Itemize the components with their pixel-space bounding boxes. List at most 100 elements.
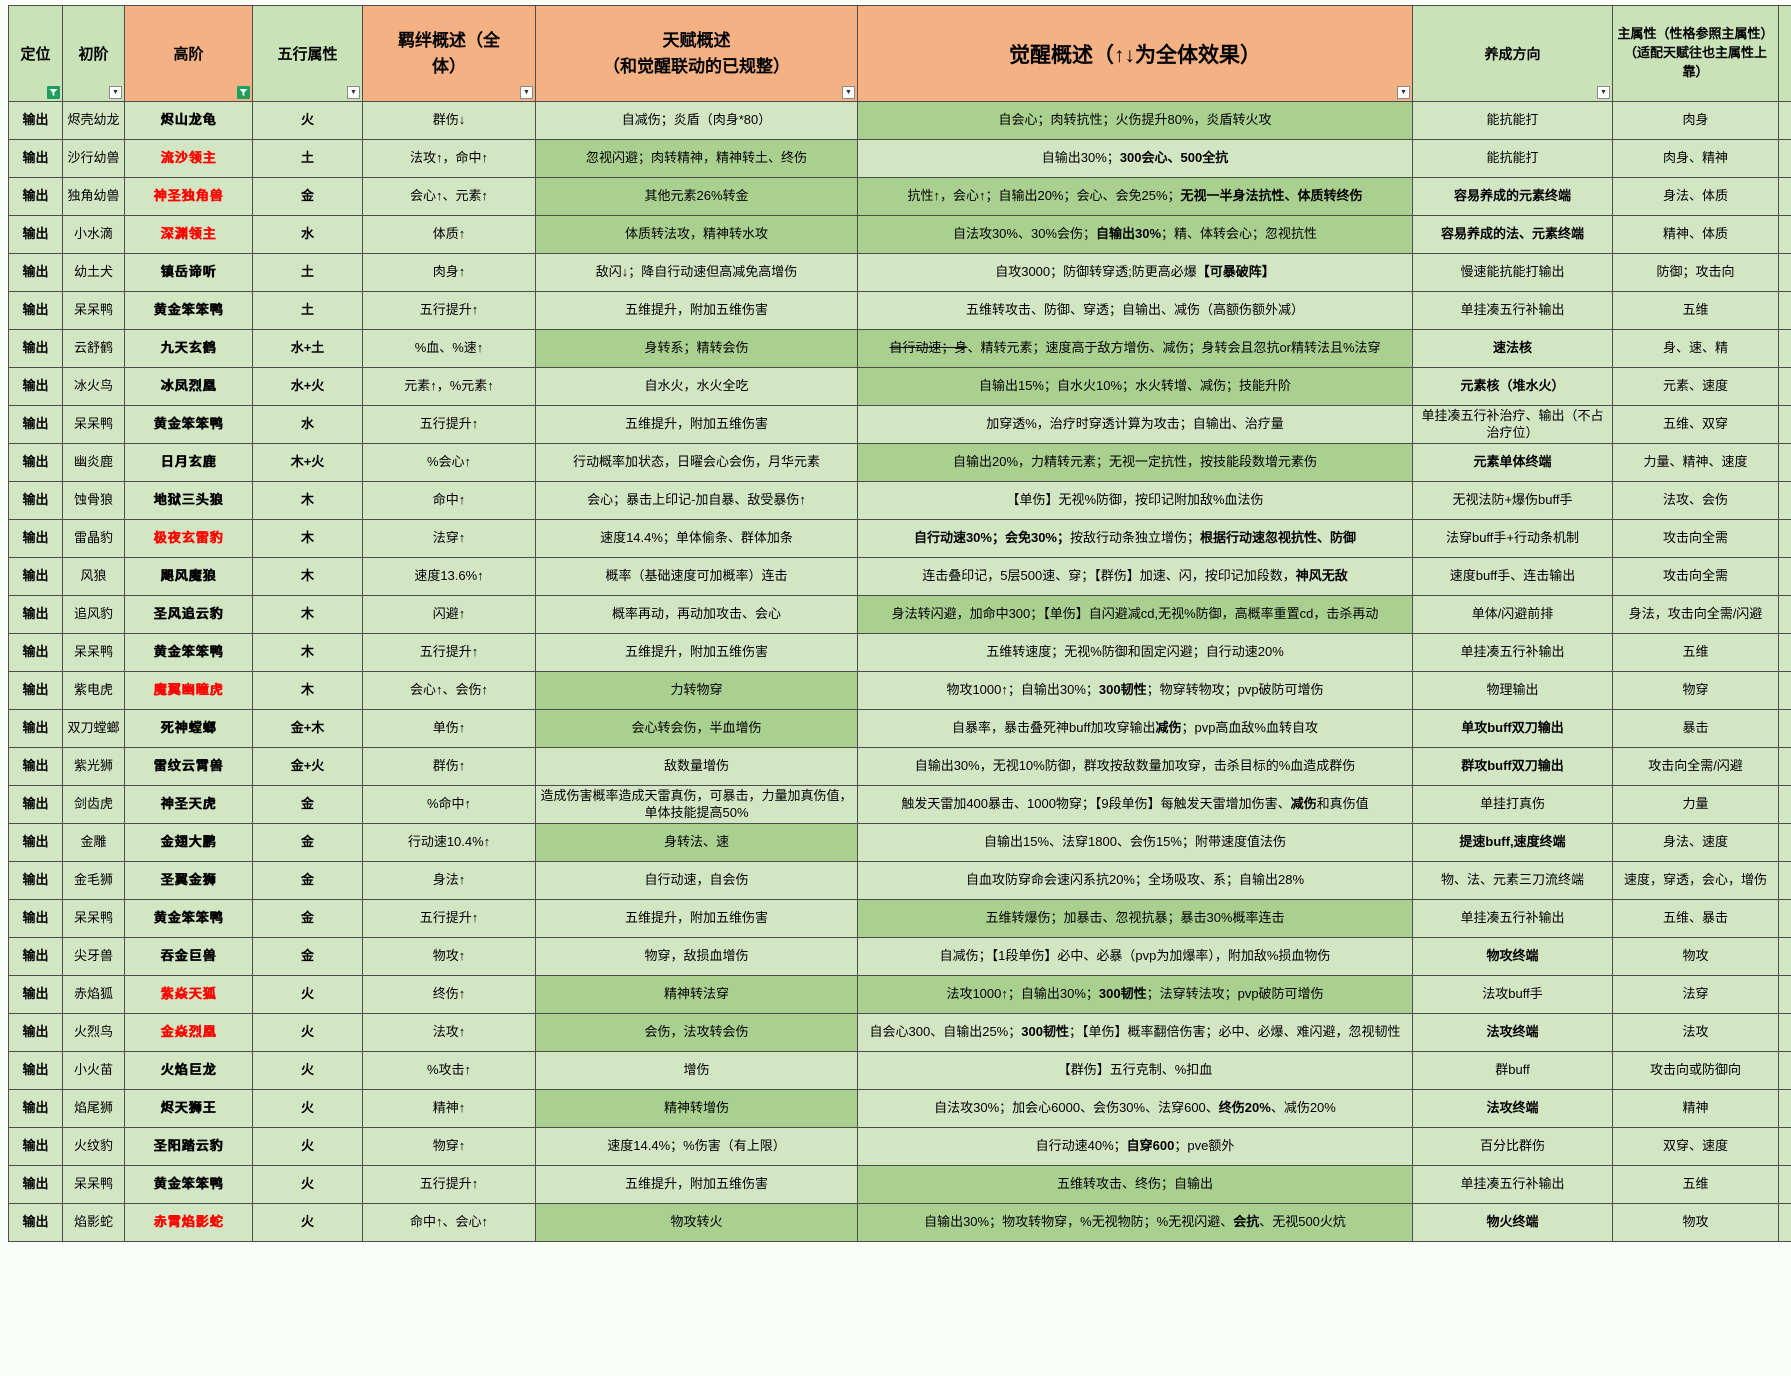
cell-direction[interactable]: 法攻终端 [1412,1089,1613,1128]
cell-talent[interactable]: 其他元素26%转金 [535,177,858,216]
cell-element[interactable]: 金 [252,899,363,938]
cell-awakening[interactable]: 抗性↑，会心↑；自输出20%；会心、会免25%；无视一半身法抗性、体质转终伤 [857,177,1413,216]
cell-talent[interactable]: 自水火，水火全吃 [535,367,858,406]
cell-sliver[interactable] [1778,633,1791,672]
cell-direction[interactable]: 群buff [1412,1051,1613,1090]
cell-awakening[interactable]: 自输出30%，无视10%防御，群攻按敌数量加攻穿，击杀目标的%血造成群伤 [857,747,1413,786]
cell-awakening[interactable]: 自暴率，暴击叠死神buff加攻穿输出减伤；pvp高血敌%血转自攻 [857,709,1413,748]
cell-direction[interactable]: 单挂打真伤 [1412,785,1613,824]
cell-position[interactable]: 输出 [8,747,63,786]
cell-position[interactable]: 输出 [8,861,63,900]
cell-direction[interactable]: 单挂凑五行补输出 [1412,291,1613,330]
cell-high-stage[interactable]: 紫焱天狐 [124,975,253,1014]
cell-awakening[interactable]: 自会心；肉转抗性；火伤提升80%，炎盾转火攻 [857,101,1413,140]
cell-high-stage[interactable]: 圣阳踏云豹 [124,1127,253,1166]
cell-initial-stage[interactable]: 呆呆鸭 [62,1165,125,1204]
cell-direction[interactable]: 慢速能抗能打输出 [1412,253,1613,292]
filter-dropdown-icon[interactable]: ▼ [1597,86,1610,99]
cell-sliver[interactable] [1778,595,1791,634]
cell-talent[interactable]: 精神转法穿 [535,975,858,1014]
cell-position[interactable]: 输出 [8,177,63,216]
cell-main-attr[interactable]: 物攻 [1612,937,1779,976]
cell-initial-stage[interactable]: 火烈鸟 [62,1013,125,1052]
cell-high-stage[interactable]: 死神螳螂 [124,709,253,748]
cell-position[interactable]: 输出 [8,785,63,824]
cell-sliver[interactable] [1778,329,1791,368]
filter-dropdown-icon[interactable]: ▼ [842,86,855,99]
cell-main-attr[interactable]: 速度，穿透，会心，增伤 [1612,861,1779,900]
cell-high-stage[interactable]: 黄金笨笨鸭 [124,633,253,672]
cell-main-attr[interactable]: 五维 [1612,633,1779,672]
cell-awakening[interactable]: 物攻1000↑；自输出30%；300韧性；物穿转物攻；pvp破防可增伤 [857,671,1413,710]
cell-main-attr[interactable]: 法穿 [1612,975,1779,1014]
cell-element[interactable]: 木+火 [252,443,363,482]
cell-initial-stage[interactable]: 冰火鸟 [62,367,125,406]
cell-bond[interactable]: 行动速10.4%↑ [362,823,536,862]
cell-position[interactable]: 输出 [8,975,63,1014]
cell-position[interactable]: 输出 [8,329,63,368]
cell-bond[interactable]: 体质↑ [362,215,536,254]
cell-sliver[interactable] [1778,861,1791,900]
cell-element[interactable]: 木 [252,519,363,558]
cell-talent[interactable]: 造成伤害概率造成天雷真伤，可暴击，力量加真伤值，单体技能提高50% [535,785,858,824]
cell-main-attr[interactable]: 肉身 [1612,101,1779,140]
cell-awakening[interactable]: 连击叠印记，5层500速、穿；【群伤】加速、闪，按印记加段数，神风无敌 [857,557,1413,596]
cell-high-stage[interactable]: 深渊领主 [124,215,253,254]
cell-talent[interactable]: 五维提升，附加五维伤害 [535,1165,858,1204]
cell-talent[interactable]: 精神转增伤 [535,1089,858,1128]
cell-element[interactable]: 水+火 [252,367,363,406]
filter-dropdown-icon[interactable]: ▼ [109,86,122,99]
cell-sliver[interactable] [1778,519,1791,558]
cell-high-stage[interactable]: 极夜玄雷豹 [124,519,253,558]
cell-element[interactable]: 金 [252,861,363,900]
cell-direction[interactable]: 元素核（堆水火） [1412,367,1613,406]
cell-sliver[interactable] [1778,215,1791,254]
cell-awakening[interactable]: 自输出30%；300会心、500全抗 [857,139,1413,178]
cell-bond[interactable]: 会心↑、元素↑ [362,177,536,216]
cell-awakening[interactable]: 自法攻30%、30%会伤；自输出30%；精、体转会心；忽视抗性 [857,215,1413,254]
cell-awakening[interactable]: 自行动速；身、精转元素；速度高于敌方增伤、减伤；身转会且忽抗or精转法且%法穿 [857,329,1413,368]
cell-main-attr[interactable]: 法攻 [1612,1013,1779,1052]
cell-position[interactable]: 输出 [8,405,63,444]
cell-bond[interactable]: 法攻↑，命中↑ [362,139,536,178]
cell-element[interactable]: 金+木 [252,709,363,748]
cell-initial-stage[interactable]: 沙行幼兽 [62,139,125,178]
cell-position[interactable]: 输出 [8,1013,63,1052]
cell-awakening[interactable]: 自攻3000；防御转穿透;防更高必爆【可暴破阵】 [857,253,1413,292]
cell-bond[interactable]: 法穿↑ [362,519,536,558]
cell-main-attr[interactable]: 精神 [1612,1089,1779,1128]
cell-direction[interactable]: 能抗能打 [1412,139,1613,178]
filter-active-icon[interactable] [47,86,60,99]
cell-talent[interactable]: 敌数量增伤 [535,747,858,786]
cell-initial-stage[interactable]: 火纹豹 [62,1127,125,1166]
cell-talent[interactable]: 体质转法攻，精神转水攻 [535,215,858,254]
cell-talent[interactable]: 自减伤；炎盾（肉身*80） [535,101,858,140]
cell-element[interactable]: 水 [252,215,363,254]
cell-position[interactable]: 输出 [8,1051,63,1090]
cell-main-attr[interactable]: 法攻、会伤 [1612,481,1779,520]
cell-bond[interactable]: 单伤↑ [362,709,536,748]
cell-initial-stage[interactable]: 小火苗 [62,1051,125,1090]
cell-awakening[interactable]: 自输出15%、法穿1800、会伤15%；附带速度值法伤 [857,823,1413,862]
cell-direction[interactable]: 法攻buff手 [1412,975,1613,1014]
cell-talent[interactable]: 力转物穿 [535,671,858,710]
cell-sliver[interactable] [1778,709,1791,748]
cell-direction[interactable]: 无视法防+爆伤buff手 [1412,481,1613,520]
cell-main-attr[interactable]: 物攻 [1612,1203,1779,1242]
cell-main-attr[interactable]: 身法、体质 [1612,177,1779,216]
cell-initial-stage[interactable]: 幽炎鹿 [62,443,125,482]
cell-direction[interactable]: 单攻buff双刀输出 [1412,709,1613,748]
cell-high-stage[interactable]: 黄金笨笨鸭 [124,1165,253,1204]
cell-sliver[interactable] [1778,367,1791,406]
cell-talent[interactable]: 五维提升，附加五维伤害 [535,405,858,444]
cell-awakening[interactable]: 触发天雷加400暴击、1000物穿；【9段单伤】每触发天雷增加伤害、减伤和真伤值 [857,785,1413,824]
cell-position[interactable]: 输出 [8,481,63,520]
cell-position[interactable]: 输出 [8,253,63,292]
cell-sliver[interactable] [1778,139,1791,178]
cell-sliver[interactable] [1778,1165,1791,1204]
cell-high-stage[interactable]: 火焰巨龙 [124,1051,253,1090]
cell-bond[interactable]: 精神↑ [362,1089,536,1128]
cell-bond[interactable]: %命中↑ [362,785,536,824]
cell-high-stage[interactable]: 地狱三头狼 [124,481,253,520]
cell-talent[interactable]: 会心转会伤，半血增伤 [535,709,858,748]
